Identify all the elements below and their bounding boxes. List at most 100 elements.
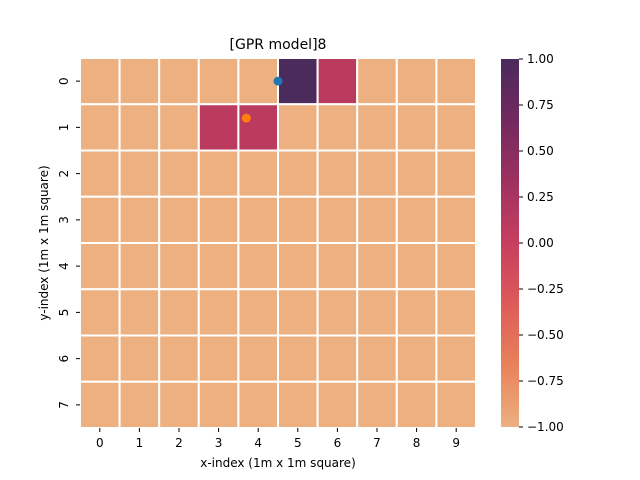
colorbar-tick-label: 1.00 (527, 52, 554, 66)
data-point-marker (273, 76, 283, 86)
heatmap-cell (316, 149, 359, 198)
heatmap-cell (277, 195, 319, 244)
heatmap-cell (118, 57, 161, 106)
heatmap-cell (197, 57, 240, 106)
heatmap-cell (197, 334, 240, 383)
heatmap-cell (316, 57, 359, 106)
heatmap-cell (118, 103, 161, 152)
heatmap-cell (316, 380, 359, 429)
x-tick-label: 0 (96, 436, 104, 450)
x-tick-label: 4 (254, 436, 262, 450)
heatmap-cell (79, 149, 121, 198)
heatmap-cell (237, 149, 279, 198)
y-tick-label: 7 (57, 401, 71, 409)
heatmap-cell (277, 57, 319, 106)
y-tick-label: 5 (57, 309, 71, 317)
x-tick-label: 6 (334, 436, 342, 450)
heatmap-cell (356, 149, 398, 198)
colorbar-tick-label: −0.25 (527, 282, 564, 296)
heatmap-cell (197, 380, 240, 429)
heatmap-cell (197, 195, 240, 244)
heatmap-cell (395, 149, 438, 198)
x-axis-label: x-index (1m x 1m square) (200, 456, 356, 470)
heatmap-cell (79, 380, 121, 429)
heatmap-cell (277, 380, 319, 429)
heatmap-cell (118, 195, 161, 244)
heatmap-cell (237, 380, 279, 429)
colorbar-tick-label: 0.25 (527, 190, 554, 204)
heatmap-cell (395, 242, 438, 291)
point-markers (241, 76, 283, 123)
x-tick-label: 9 (452, 436, 460, 450)
y-tick-label: 0 (57, 77, 71, 85)
colorbar-tick-label: −0.75 (527, 374, 564, 388)
heatmap-cell (158, 57, 200, 106)
heatmap-cell (435, 195, 477, 244)
y-axis-ticks: 0 1 2 3 4 5 6 7 (57, 77, 80, 409)
heatmap-cell (158, 103, 200, 152)
heatmap-cell (277, 149, 319, 198)
heatmap-cell (158, 195, 200, 244)
heatmap-cell (356, 57, 398, 106)
heatmap-cell (356, 242, 398, 291)
y-tick-label: 1 (57, 124, 71, 132)
x-axis-ticks: 0 1 2 3 4 5 6 7 8 9 (96, 428, 460, 450)
heatmap-cell (237, 288, 279, 337)
heatmap-cell (79, 195, 121, 244)
heatmap-cell (237, 57, 279, 106)
heatmap-cell (118, 380, 161, 429)
heatmap-cell (395, 103, 438, 152)
colorbar-tick-label: 0.75 (527, 98, 554, 112)
heatmap-cell (435, 380, 477, 429)
heatmap-cell (435, 242, 477, 291)
y-axis-label: y-index (1m x 1m square) (37, 165, 51, 320)
heatmap-cell (395, 57, 438, 106)
colorbar-tick-label: −0.50 (527, 328, 564, 342)
heatmap-cell (197, 103, 240, 152)
heatmap-cell (277, 242, 319, 291)
heatmap-cell (118, 242, 161, 291)
heatmap-cell (435, 57, 477, 106)
heatmap-cell (356, 380, 398, 429)
heatmap-cell (395, 195, 438, 244)
heatmap-cell (435, 288, 477, 337)
heatmap-cell (395, 334, 438, 383)
colorbar-tick-label: 0.00 (527, 236, 554, 250)
heatmap-cell (118, 288, 161, 337)
heatmap-cell (158, 380, 200, 429)
heatmap-cell (79, 334, 121, 383)
heatmap-cell (316, 334, 359, 383)
heatmap-cell (158, 288, 200, 337)
heatmap-cell (356, 334, 398, 383)
heatmap-cell (356, 195, 398, 244)
x-tick-label: 7 (373, 436, 381, 450)
heatmap-cell (79, 288, 121, 337)
heatmap-cell (395, 380, 438, 429)
heatmap-cell (118, 334, 161, 383)
heatmap-cell (79, 103, 121, 152)
heatmap-cell (316, 103, 359, 152)
heatmap-cell (197, 242, 240, 291)
x-tick-label: 5 (294, 436, 302, 450)
y-tick-label: 3 (57, 216, 71, 224)
chart-title: [GPR model]8 (230, 37, 327, 53)
heatmap-cell (158, 149, 200, 198)
colorbar (501, 59, 519, 427)
heatmap-cell (277, 334, 319, 383)
x-tick-label: 1 (136, 436, 144, 450)
heatmap-cell (118, 149, 161, 198)
y-tick-label: 4 (57, 262, 71, 270)
heatmap-cell (197, 149, 240, 198)
heatmap-cell (79, 57, 121, 106)
heatmap-cell (316, 242, 359, 291)
heatmap-cell (197, 288, 240, 337)
heatmap-cell (158, 334, 200, 383)
heatmap-cell (237, 103, 279, 152)
x-tick-label: 2 (175, 436, 183, 450)
heatmap-cells (79, 57, 477, 429)
heatmap-cell (316, 195, 359, 244)
colorbar-ticks: 1.00 0.75 0.50 0.25 0.00 −0.25 −0.50 −0.75 −1.00 (519, 52, 564, 434)
heatmap-cell (356, 103, 398, 152)
x-tick-label: 3 (215, 436, 223, 450)
